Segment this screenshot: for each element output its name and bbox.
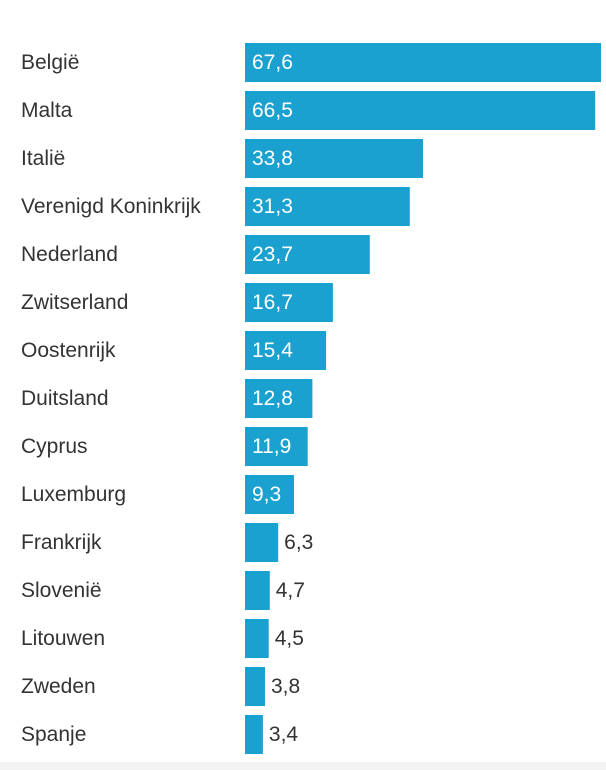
bottom-divider — [0, 762, 606, 770]
category-label: Italië — [21, 147, 65, 170]
category-label: Verenigd Koninkrijk — [21, 195, 201, 218]
category-label: België — [21, 51, 79, 74]
bars-layer: België 67,6 Malta 66,5 Italië 33,8 Verenigd Ko… — [21, 43, 601, 754]
bar — [245, 91, 596, 130]
bar — [245, 379, 313, 418]
value-label: 12,8 — [252, 387, 293, 410]
bar — [245, 283, 333, 322]
value-label: 66,5 — [252, 99, 293, 122]
bar — [245, 427, 308, 466]
category-label: Duitsland — [21, 387, 109, 410]
value-label: 6,3 — [284, 531, 313, 554]
category-label: Spanje — [21, 723, 86, 746]
category-label: Luxemburg — [21, 483, 126, 506]
bar — [245, 235, 370, 274]
category-label: Litouwen — [21, 627, 105, 650]
bar — [245, 667, 265, 706]
value-label: 23,7 — [252, 243, 293, 266]
bar — [245, 139, 423, 178]
value-label: 16,7 — [252, 291, 293, 314]
value-label: 3,4 — [269, 723, 299, 746]
category-label: Zwitserland — [21, 291, 128, 314]
category-label: Slovenië — [21, 579, 102, 602]
value-label: 3,8 — [271, 675, 300, 698]
value-label: 31,3 — [252, 195, 293, 218]
bar — [245, 619, 269, 658]
bar — [245, 43, 601, 82]
bar — [245, 523, 279, 562]
value-label: 67,6 — [252, 51, 293, 74]
category-label: Oostenrijk — [21, 339, 116, 362]
value-label: 15,4 — [252, 339, 293, 362]
bar — [245, 475, 294, 514]
category-label: Malta — [21, 99, 73, 122]
category-label: Zweden — [21, 675, 96, 698]
category-label: Nederland — [21, 243, 118, 266]
value-label: 4,5 — [275, 627, 304, 650]
bar — [245, 331, 327, 370]
value-label: 9,3 — [252, 483, 281, 506]
value-label: 33,8 — [252, 147, 293, 170]
bar — [245, 715, 263, 754]
category-label: Frankrijk — [21, 531, 102, 554]
bar — [245, 187, 410, 226]
value-label: 4,7 — [276, 579, 305, 602]
bar — [245, 571, 270, 610]
category-label: Cyprus — [21, 435, 88, 458]
value-label: 11,9 — [252, 435, 291, 458]
